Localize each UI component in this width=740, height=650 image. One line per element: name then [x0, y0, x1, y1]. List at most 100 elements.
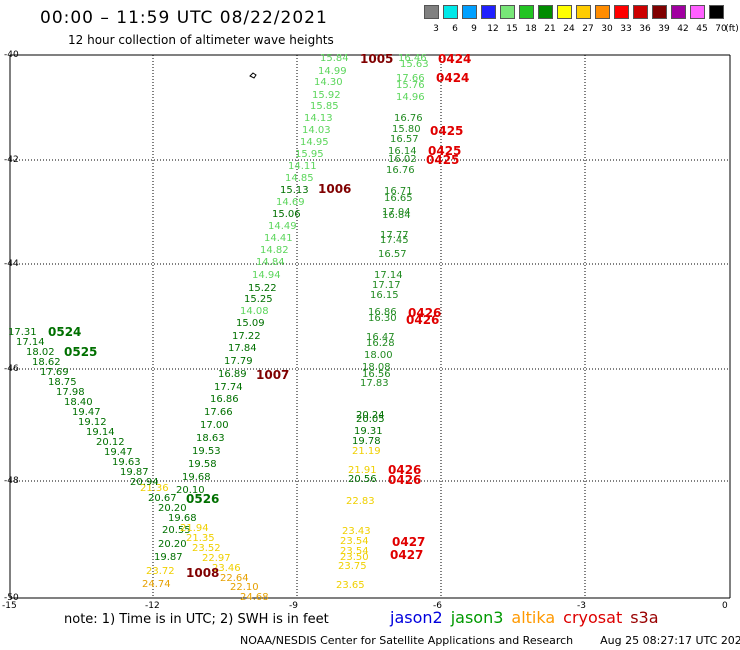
scale-swatch — [614, 5, 629, 19]
footer-credit: NOAA/NESDIS Center for Satellite Applica… — [240, 634, 740, 647]
swh-value: 21.91 — [348, 465, 377, 476]
swh-value: 15.09 — [236, 318, 265, 329]
swh-value: 16.57 — [390, 134, 419, 145]
swh-value: 16.76 — [386, 165, 415, 176]
swh-value: 20.20 — [158, 503, 187, 514]
scale-label: 24 — [563, 24, 575, 34]
swh-value: 22.83 — [346, 496, 375, 507]
swh-value: 19.58 — [188, 459, 217, 470]
time-label: 0426 — [406, 313, 440, 327]
swh-value: 18.02 — [26, 347, 55, 358]
scale-label: 15 — [506, 24, 518, 34]
scale-swatch — [462, 5, 477, 19]
time-label: 1005 — [360, 52, 394, 66]
scale-swatch — [500, 5, 515, 19]
swh-value: 17.17 — [372, 280, 401, 291]
scale-label: 39 — [658, 24, 670, 34]
lat-label: -42 — [4, 155, 19, 165]
swh-value: 17.74 — [214, 382, 243, 393]
swh-value: 24.74 — [142, 579, 171, 590]
swh-value: 19.47 — [72, 407, 101, 418]
swh-value: 15.95 — [295, 149, 324, 160]
time-label: 0427 — [390, 548, 424, 562]
swh-value: 18.40 — [64, 397, 93, 408]
swh-value: 17.14 — [16, 337, 45, 348]
swh-value: 16.30 — [368, 313, 397, 324]
swh-value: 23.50 — [340, 552, 369, 563]
swh-value: 14.94 — [252, 270, 281, 281]
lon-label: 0 — [722, 601, 728, 611]
swh-value: 14.13 — [304, 113, 333, 124]
swh-value: 15.22 — [248, 283, 277, 294]
swh-value: 22.10 — [230, 582, 259, 593]
swh-value: 19.87 — [154, 552, 183, 563]
swh-value: 14.69 — [276, 197, 305, 208]
swh-value: 18.08 — [362, 362, 391, 373]
time-label: 0424 — [438, 52, 472, 66]
scale-label: 27 — [582, 24, 594, 34]
lon-label: -6 — [433, 601, 442, 611]
swh-value: 17.31 — [8, 327, 37, 338]
swh-value: 14.30 — [314, 77, 343, 88]
swh-value: 15.06 — [272, 209, 301, 220]
swh-value: 14.84 — [256, 257, 285, 268]
swh-value: 20.05 — [356, 414, 385, 425]
scale-swatch — [671, 5, 686, 19]
lon-label: -12 — [145, 601, 160, 611]
swh-value: 18.62 — [32, 357, 61, 368]
swh-value: 20.67 — [148, 493, 177, 504]
scale-swatch — [576, 5, 591, 19]
swh-value: 16.28 — [366, 338, 395, 349]
scale-label: 6 — [452, 24, 458, 34]
swh-value: 14.99 — [318, 66, 347, 77]
scale-label: 12 — [487, 24, 499, 34]
scale-swatch — [557, 5, 572, 19]
time-label: 0425 — [430, 124, 464, 138]
scale-swatch — [690, 5, 705, 19]
swh-value: 23.65 — [336, 580, 365, 591]
swh-value: 17.22 — [232, 331, 261, 342]
swh-value: 19.68 — [182, 472, 211, 483]
page-subtitle: 12 hour collection of altimeter wave hei… — [68, 33, 334, 47]
swh-value: 19.12 — [78, 417, 107, 428]
swh-value: 17.66 — [396, 73, 425, 84]
scale-label: 45 — [696, 24, 708, 34]
time-label: 0426 — [388, 473, 422, 487]
scale-unit: (ft) — [725, 24, 739, 34]
legend-s3a: s3a — [630, 608, 659, 627]
swh-value: 16.14 — [388, 146, 417, 157]
swh-value: 20.24 — [356, 410, 385, 421]
generated-timestamp: Aug 25 08:27:17 UTC 2021 — [600, 634, 740, 647]
scale-label: 30 — [601, 24, 613, 34]
scale-label: 70 — [715, 24, 727, 34]
swh-value: 14.96 — [396, 92, 425, 103]
scale-label: 9 — [471, 24, 477, 34]
swh-value: 16.65 — [384, 193, 413, 204]
swh-value: 16.56 — [362, 369, 391, 380]
swh-value: 22.97 — [202, 553, 231, 564]
swh-value: 19.68 — [168, 513, 197, 524]
lon-label: -15 — [2, 601, 17, 611]
swh-value: 17.84 — [228, 343, 257, 354]
swh-value: 16.57 — [378, 249, 407, 260]
swh-value: 23.52 — [192, 543, 221, 554]
swh-value: 17.77 — [380, 230, 409, 241]
swh-value: 24.68 — [240, 592, 269, 603]
swh-value: 15.13 — [280, 185, 309, 196]
time-label: 1008 — [186, 566, 220, 580]
swh-value: 16.86 — [368, 307, 397, 318]
lon-label: -9 — [289, 601, 298, 611]
time-label: 0525 — [64, 345, 98, 359]
scale-label: 36 — [639, 24, 651, 34]
swh-value: 17.00 — [200, 420, 229, 431]
swh-value: 15.25 — [244, 294, 273, 305]
swh-value: 16.46 — [398, 53, 427, 64]
swh-value: 19.53 — [192, 446, 221, 457]
swh-value: 16.15 — [370, 290, 399, 301]
swh-value: 19.47 — [104, 447, 133, 458]
swh-value: 19.78 — [352, 436, 381, 447]
swh-value: 23.46 — [212, 563, 241, 574]
swh-value: 23.75 — [338, 561, 367, 572]
swh-value: 23.43 — [342, 526, 371, 537]
